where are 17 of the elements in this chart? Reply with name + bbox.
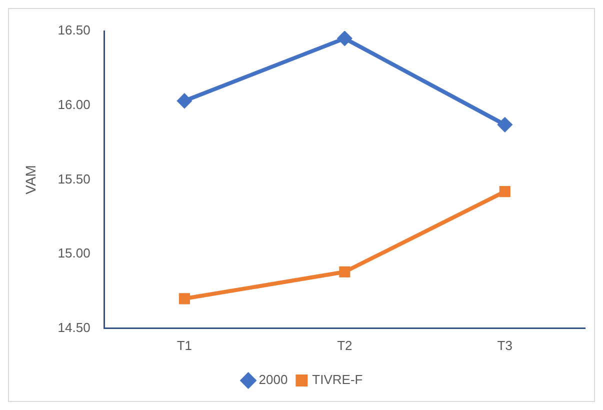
point [177,94,192,108]
point [178,293,190,304]
x-tick-label: T3 [497,338,512,353]
y-tick-label: 14.50 [58,320,90,335]
point [339,266,350,278]
x-tick-label: T2 [337,338,352,353]
legend-label: TIVRE-F [312,372,363,388]
point [338,31,352,46]
point [498,118,512,132]
y-tick-label: 16.50 [58,22,90,38]
point [499,186,510,198]
y-tick-label: 15.00 [58,246,90,261]
y-axis-title: VAM [22,165,38,194]
legend-label: 2000 [258,372,288,388]
y-tick-label: 15.50 [58,171,90,186]
x-tick-label: T1 [176,338,192,353]
y-tick-label: 16.00 [58,96,90,112]
